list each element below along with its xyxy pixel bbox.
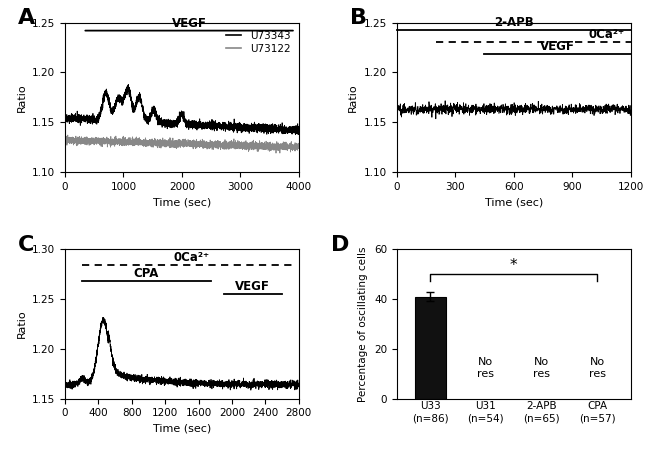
Text: No
res: No res xyxy=(533,357,550,379)
Text: D: D xyxy=(332,235,350,255)
Legend: U73343, U73122: U73343, U73122 xyxy=(223,28,293,57)
Text: No
res: No res xyxy=(477,357,495,379)
X-axis label: Time (sec): Time (sec) xyxy=(484,197,543,207)
Y-axis label: Ratio: Ratio xyxy=(348,83,358,111)
Bar xyxy=(415,297,445,399)
Text: 2-APB: 2-APB xyxy=(494,15,534,29)
Text: 0Ca²⁺: 0Ca²⁺ xyxy=(588,28,625,41)
Text: B: B xyxy=(350,8,367,28)
X-axis label: Time (sec): Time (sec) xyxy=(153,197,211,207)
Y-axis label: Ratio: Ratio xyxy=(16,83,27,111)
X-axis label: Time (sec): Time (sec) xyxy=(153,424,211,434)
Text: No
res: No res xyxy=(589,357,606,379)
Text: CPA: CPA xyxy=(134,267,159,280)
Text: VEGF: VEGF xyxy=(172,17,207,29)
Text: 0Ca²⁺: 0Ca²⁺ xyxy=(173,251,209,265)
Text: VEGF: VEGF xyxy=(540,40,575,53)
Text: *: * xyxy=(510,258,517,273)
Text: C: C xyxy=(18,235,34,255)
Y-axis label: Ratio: Ratio xyxy=(16,310,27,338)
Y-axis label: Percentage of oscillating cells: Percentage of oscillating cells xyxy=(358,246,369,402)
Text: VEGF: VEGF xyxy=(235,280,270,293)
Text: A: A xyxy=(18,8,36,28)
